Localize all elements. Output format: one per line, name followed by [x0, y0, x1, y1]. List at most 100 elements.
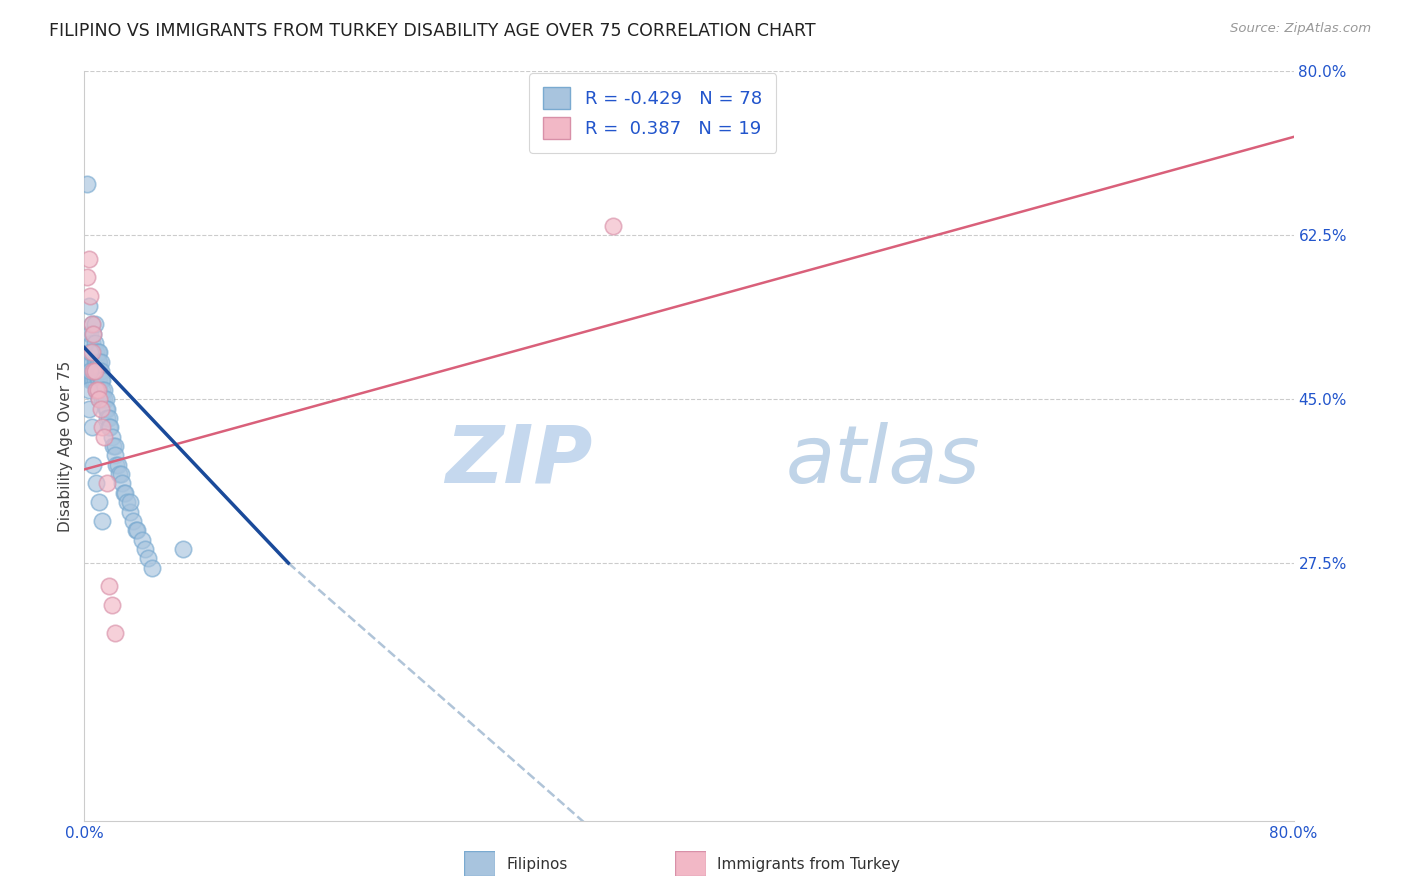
Point — [602, 219, 624, 233]
Point — [125, 524, 148, 538]
Point — [107, 458, 129, 472]
Point — [111, 476, 134, 491]
Point — [86, 364, 108, 378]
Point — [86, 345, 108, 359]
Point — [90, 355, 112, 369]
Point — [79, 345, 101, 359]
Point — [80, 318, 103, 332]
Point — [96, 476, 118, 491]
Point — [105, 458, 128, 472]
Point — [87, 383, 110, 397]
Point — [91, 514, 114, 528]
Point — [82, 364, 104, 378]
Text: Filipinos: Filipinos — [506, 857, 568, 871]
Point — [96, 411, 118, 425]
Point — [131, 533, 153, 547]
Point — [79, 289, 101, 303]
Point — [96, 401, 118, 416]
Point — [80, 364, 103, 378]
Point — [112, 486, 135, 500]
Point — [86, 383, 108, 397]
Point — [79, 355, 101, 369]
Text: ZIP: ZIP — [444, 422, 592, 500]
Point — [82, 345, 104, 359]
Point — [110, 467, 132, 482]
Point — [136, 551, 159, 566]
Point — [100, 599, 122, 613]
Point — [80, 355, 103, 369]
Point — [93, 392, 115, 407]
Point — [77, 401, 100, 416]
Point — [89, 383, 111, 397]
Point — [86, 383, 108, 397]
Point — [80, 318, 103, 332]
Point — [118, 505, 141, 519]
Point — [100, 430, 122, 444]
Point — [80, 420, 103, 434]
Point — [89, 392, 111, 407]
Point — [87, 374, 110, 388]
Point — [121, 514, 143, 528]
Point — [82, 326, 104, 341]
Point — [84, 374, 107, 388]
Point — [89, 495, 111, 509]
Point — [115, 495, 138, 509]
Point — [90, 364, 112, 378]
Point — [172, 542, 194, 557]
Point — [108, 467, 131, 482]
Point — [91, 374, 114, 388]
Point — [79, 326, 101, 341]
Point — [87, 355, 110, 369]
Point — [114, 486, 136, 500]
Text: atlas: atlas — [786, 422, 980, 500]
Point — [76, 177, 98, 191]
Y-axis label: Disability Age Over 75: Disability Age Over 75 — [58, 360, 73, 532]
Point — [89, 392, 111, 407]
Point — [89, 374, 111, 388]
Point — [97, 411, 120, 425]
Point — [97, 580, 120, 594]
Point — [77, 383, 100, 397]
Point — [98, 420, 121, 434]
Point — [86, 355, 108, 369]
Point — [90, 401, 112, 416]
Point — [118, 495, 141, 509]
Point — [94, 392, 117, 407]
Point — [104, 626, 127, 640]
Point — [101, 439, 124, 453]
Point — [76, 270, 98, 285]
Point — [82, 458, 104, 472]
Point — [127, 524, 149, 538]
Point — [86, 476, 108, 491]
Point — [141, 561, 163, 575]
Point — [134, 542, 156, 557]
Text: Immigrants from Turkey: Immigrants from Turkey — [717, 857, 900, 871]
Text: FILIPINO VS IMMIGRANTS FROM TURKEY DISABILITY AGE OVER 75 CORRELATION CHART: FILIPINO VS IMMIGRANTS FROM TURKEY DISAB… — [49, 22, 815, 40]
Point — [93, 383, 115, 397]
Legend: R = -0.429   N = 78, R =  0.387   N = 19: R = -0.429 N = 78, R = 0.387 N = 19 — [529, 73, 776, 153]
Point — [79, 374, 101, 388]
Point — [84, 364, 107, 378]
Point — [91, 420, 114, 434]
Point — [89, 355, 111, 369]
Point — [93, 430, 115, 444]
Point — [87, 345, 110, 359]
Point — [80, 336, 103, 351]
Text: Source: ZipAtlas.com: Source: ZipAtlas.com — [1230, 22, 1371, 36]
Point — [84, 318, 107, 332]
Point — [80, 345, 103, 359]
Point — [97, 420, 120, 434]
Point — [82, 326, 104, 341]
Point — [79, 364, 101, 378]
Point — [91, 392, 114, 407]
Point — [84, 355, 107, 369]
Point — [104, 449, 127, 463]
Point — [87, 383, 110, 397]
Point — [84, 336, 107, 351]
Point — [89, 364, 111, 378]
Point — [104, 439, 127, 453]
Point — [80, 374, 103, 388]
Point — [91, 383, 114, 397]
Point — [77, 298, 100, 313]
Point — [82, 374, 104, 388]
